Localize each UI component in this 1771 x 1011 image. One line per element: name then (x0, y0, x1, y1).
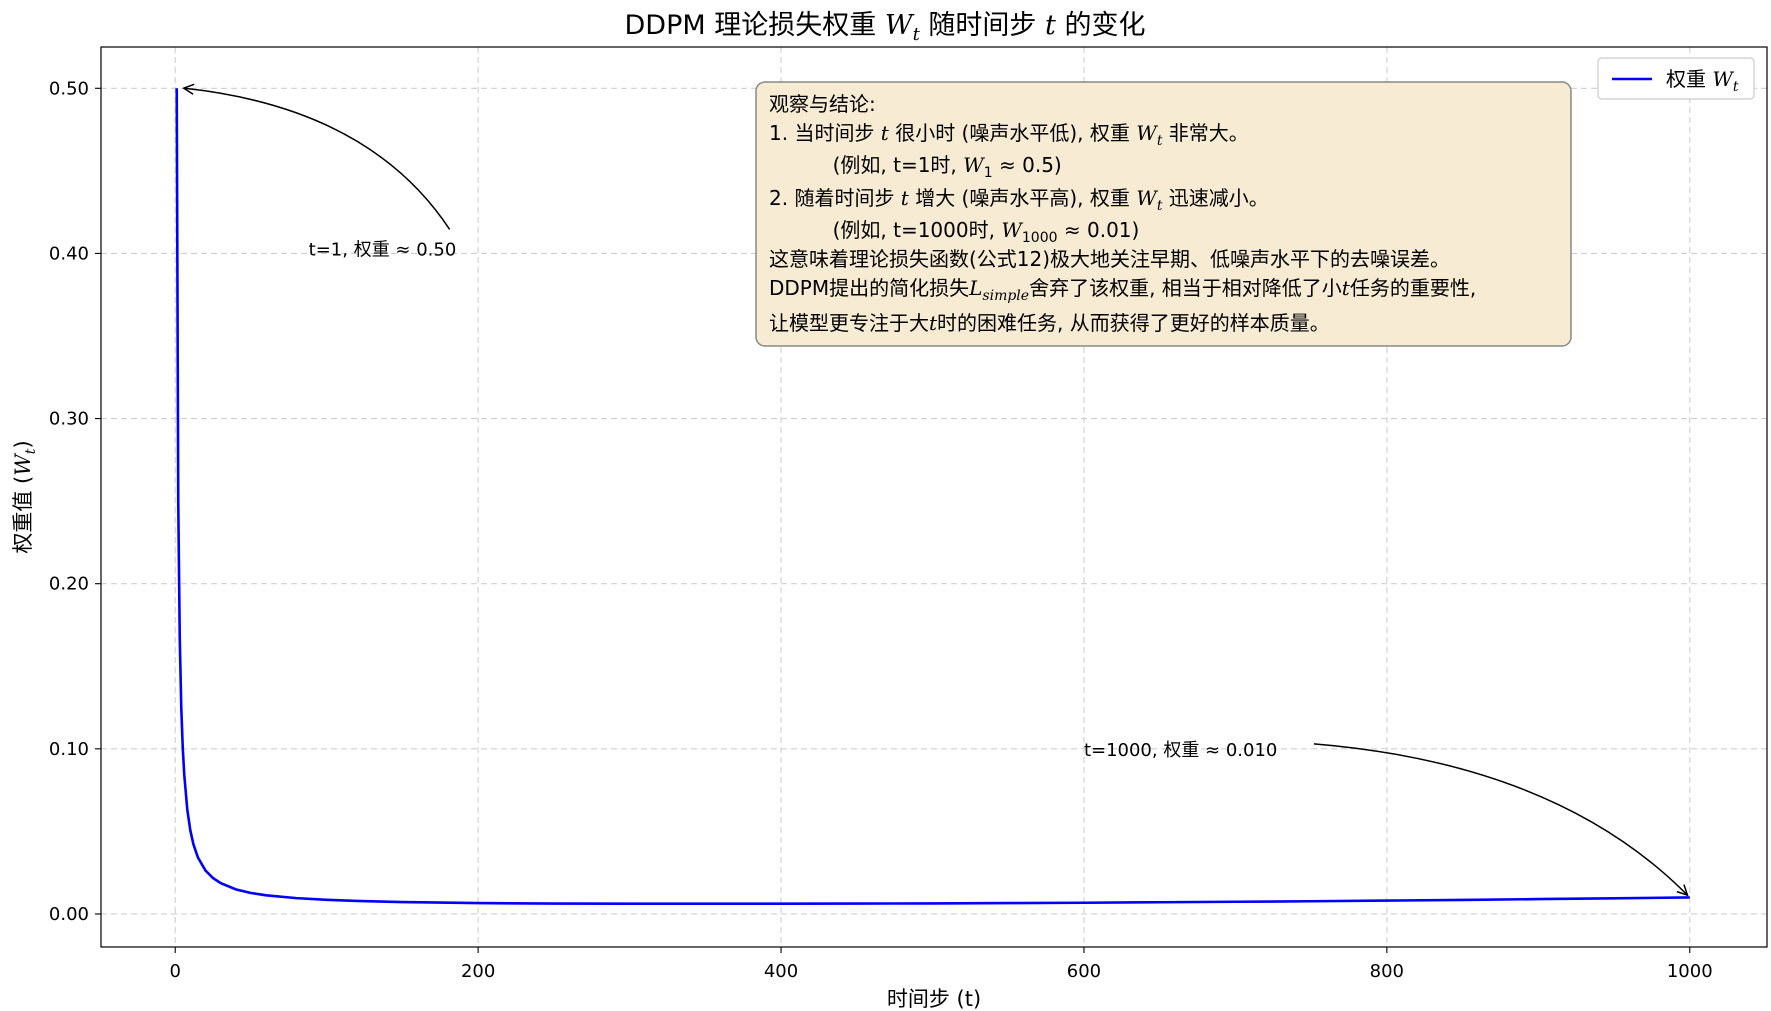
observation-textbox: 观察与结论: 1. 当时间步 t 很小时 (噪声水平低), 权重 Wt 非常大。… (755, 81, 1572, 347)
y-axis-ticks: 0.00 0.10 0.20 0.30 0.40 0.50 (49, 78, 101, 925)
y-tick-label: 0.40 (49, 243, 89, 264)
annotation-arrow-t1 (185, 88, 451, 230)
x-tick-label: 200 (461, 961, 495, 982)
textbox-line-5: 这意味着理论损失函数(公式12)极大地关注早期、低噪声水平下的去噪误差。 (769, 247, 1450, 271)
x-tick-label: 0 (169, 961, 180, 982)
x-tick-label: 800 (1370, 961, 1404, 982)
y-tick-label: 0.00 (49, 904, 89, 925)
plot-frame (100, 46, 1768, 948)
y-tick-label: 0.20 (49, 574, 89, 595)
textbox-line-7: 让模型更专注于大t时的困难任务, 从而获得了更好的样本质量。 (769, 311, 1330, 335)
x-tick-label: 1000 (1667, 961, 1713, 982)
annotation-label-t1: t=1, 权重 ≈ 0.50 (309, 239, 457, 260)
textbox-line-6: DDPM提出的简化损失Lsimple舍弃了该权重, 相当于相对降低了小t任务的重… (769, 276, 1476, 304)
textbox-line-4: (例如, t=1000时, W1000 ≈ 0.01) (769, 218, 1171, 246)
legend-label-wt: 权重 Wt (1666, 67, 1739, 95)
x-axis-ticks: 0 200 400 600 800 1000 (169, 947, 1713, 982)
textbox-line-3: 2. 随着时间步 t 增大 (噪声水平高), 权重 Wt 迅速减小。 (769, 186, 1269, 214)
y-tick-label: 0.50 (49, 78, 89, 99)
textbox-line-2: (例如, t=1时, W1 ≈ 0.5) (769, 153, 1094, 181)
x-tick-label: 600 (1067, 961, 1101, 982)
x-axis-label: 时间步 (t) (887, 987, 981, 1011)
annotation-arrow-t1000 (1313, 743, 1687, 895)
y-tick-label: 0.10 (49, 739, 89, 760)
x-tick-label: 400 (764, 961, 798, 982)
annotation-label-t1000: t=1000, 权重 ≈ 0.010 (1084, 740, 1277, 761)
series-line-wt (175, 88, 1690, 906)
textbox-title: 观察与结论: (769, 92, 876, 116)
y-tick-label: 0.30 (49, 409, 89, 430)
textbox-line-1: 1. 当时间步 t 很小时 (噪声水平低), 权重 Wt 非常大。 (769, 121, 1249, 149)
y-axis-label: 权重值 (Wt) (11, 440, 39, 553)
chart-title: DDPM 理论损失权重 Wt 随时间步 t 的变化 (625, 10, 1146, 45)
legend: 权重 Wt (1597, 57, 1755, 100)
